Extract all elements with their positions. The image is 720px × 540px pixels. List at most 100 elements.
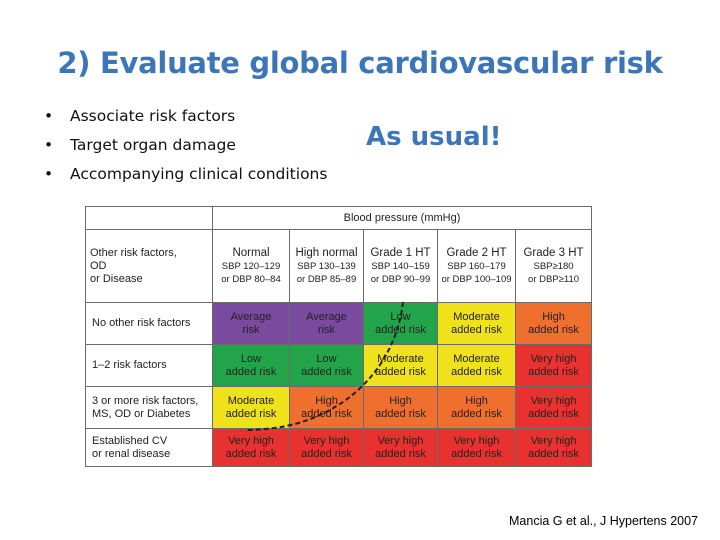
corner-header: Other risk factors, OD or Disease: [85, 229, 213, 303]
column-header: Grade 1 HT SBP 140–159 or DBP 90–99: [363, 229, 438, 303]
column-dbp: or DBP≥110: [528, 273, 580, 285]
risk-level: High: [542, 310, 565, 323]
risk-suffix: added risk: [375, 323, 426, 336]
column-dbp: or DBP 80–84: [221, 273, 281, 285]
risk-stratification-table: Blood pressure (mmHg) Other risk factors…: [85, 206, 593, 467]
risk-cell: High added risk: [289, 386, 364, 429]
risk-level: Very high: [530, 434, 577, 447]
risk-level: Very high: [530, 352, 577, 365]
risk-suffix: added risk: [451, 365, 502, 378]
risk-level: Average: [230, 310, 272, 323]
citation: Mancia G et al., J Hypertens 2007: [509, 514, 698, 528]
risk-cell: Moderate added risk: [437, 344, 516, 387]
row-label-line: 3 or more risk factors,: [92, 394, 199, 407]
as-usual-callout: As usual!: [366, 122, 502, 152]
risk-suffix: added risk: [451, 323, 502, 336]
risk-suffix: added risk: [451, 447, 502, 460]
column-sbp: SBP≥180: [533, 260, 574, 272]
risk-level: Moderate: [453, 310, 500, 323]
risk-suffix: added risk: [451, 407, 502, 420]
risk-cell: Very high added risk: [514, 428, 593, 467]
risk-suffix: added risk: [225, 447, 277, 460]
column-name: Grade 1 HT: [370, 246, 431, 259]
row-label: Established CV or renal disease: [85, 428, 213, 467]
risk-suffix: added risk: [301, 365, 352, 378]
column-header: Grade 3 HT SBP≥180 or DBP≥110: [514, 229, 593, 303]
row-label-line: 1–2 risk factors: [92, 359, 167, 371]
risk-cell: Average risk: [289, 302, 364, 345]
column-sbp: SBP 130–139: [297, 260, 356, 272]
risk-cell: High added risk: [514, 302, 593, 345]
risk-level: Moderate: [227, 394, 275, 407]
risk-level: High: [315, 394, 338, 407]
risk-suffix: risk: [317, 323, 336, 336]
row-label: 1–2 risk factors: [85, 344, 213, 387]
risk-cell: Low added risk: [363, 302, 438, 345]
risk-cell: Very high added risk: [289, 428, 364, 467]
risk-cell: Moderate added risk: [212, 386, 290, 429]
table-row: 3 or more risk factors, MS, OD or Diabete…: [85, 386, 593, 429]
risk-level: Low: [316, 352, 337, 365]
column-name: High normal: [295, 246, 358, 259]
slide-title: 2) Evaluate global cardiovascular risk: [57, 46, 663, 80]
risk-cell: Moderate added risk: [437, 302, 516, 345]
risk-suffix: added risk: [375, 407, 426, 420]
table-row: Established CV or renal disease Very high a…: [85, 428, 593, 467]
risk-level: Very high: [228, 434, 274, 447]
column-dbp: or DBP 100–109: [441, 273, 512, 285]
risk-cell: Very high added risk: [514, 344, 593, 387]
risk-level: Very high: [303, 434, 350, 447]
risk-level: High: [465, 394, 488, 407]
risk-suffix: added risk: [528, 365, 579, 378]
column-name: Grade 3 HT: [523, 246, 584, 259]
risk-cell: High added risk: [363, 386, 438, 429]
column-name: Grade 2 HT: [446, 246, 507, 259]
risk-cell: Moderate added risk: [363, 344, 438, 387]
risk-cell: Average risk: [212, 302, 290, 345]
risk-cell: Low added risk: [289, 344, 364, 387]
risk-suffix: added risk: [225, 365, 277, 378]
risk-suffix: added risk: [528, 323, 579, 336]
risk-cell: Very high added risk: [514, 386, 593, 429]
column-header: Normal SBP 120–129 or DBP 80–84: [212, 229, 290, 303]
risk-cell: High added risk: [437, 386, 516, 429]
bullet-item: Associate risk factors: [44, 104, 327, 133]
risk-level: Moderate: [453, 352, 500, 365]
column-sbp: SBP 120–129: [221, 260, 281, 272]
risk-cell: Very high added risk: [437, 428, 516, 467]
table-corner-blank: [85, 206, 213, 230]
risk-suffix: added risk: [225, 407, 277, 420]
column-header: High normal SBP 130–139 or DBP 85–89: [289, 229, 364, 303]
row-label: 3 or more risk factors, MS, OD or Diabete…: [85, 386, 213, 429]
risk-cell: Very high added risk: [212, 428, 290, 467]
table-row: No other risk factors Average risk Average r…: [85, 302, 593, 345]
corner-line: Other risk factors,: [90, 246, 177, 259]
bp-header: Blood pressure (mmHg): [211, 206, 593, 230]
risk-suffix: added risk: [528, 447, 579, 460]
row-label-line: or renal disease: [92, 447, 171, 460]
risk-cell: Very high added risk: [363, 428, 438, 467]
table-row: 1–2 risk factors Low added risk Low added ri…: [85, 344, 593, 387]
risk-table-figure: Blood pressure (mmHg) Other risk factors…: [85, 206, 593, 467]
row-label-line: MS, OD or Diabetes: [92, 407, 191, 420]
column-sbp: SBP 140–159: [371, 260, 430, 272]
risk-level: Very high: [530, 394, 577, 407]
bullet-item: Accompanying clinical conditions: [44, 162, 327, 191]
bullet-item: Target organ damage: [44, 133, 327, 162]
row-label-line: Established CV: [92, 434, 168, 447]
risk-suffix: added risk: [301, 447, 352, 460]
column-sbp: SBP 160–179: [447, 260, 506, 272]
column-header: Grade 2 HT SBP 160–179 or DBP 100–109: [437, 229, 516, 303]
risk-cell: Low added risk: [212, 344, 290, 387]
column-name: Normal: [232, 246, 270, 259]
risk-suffix: added risk: [528, 407, 579, 420]
risk-level: High: [389, 394, 412, 407]
risk-suffix: added risk: [301, 407, 352, 420]
column-dbp: or DBP 90–99: [370, 273, 431, 285]
row-label: No other risk factors: [85, 302, 213, 345]
risk-suffix: risk: [242, 323, 260, 336]
risk-level: Low: [240, 352, 262, 365]
corner-line: OD: [90, 259, 107, 272]
risk-level: Low: [390, 310, 411, 323]
bullet-list: Associate risk factors Target organ dama…: [44, 104, 327, 191]
